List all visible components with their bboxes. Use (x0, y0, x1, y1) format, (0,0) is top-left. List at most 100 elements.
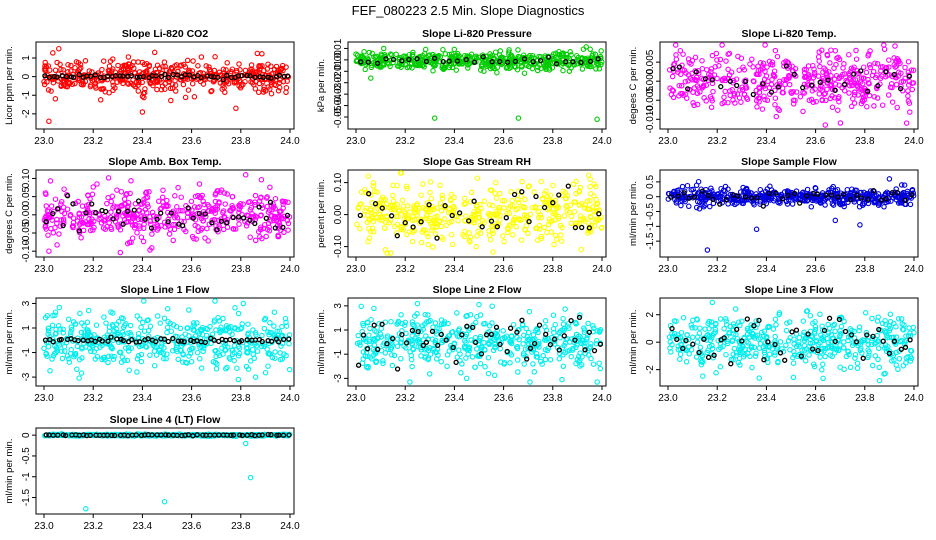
data-point (866, 62, 873, 68)
data-point (593, 183, 599, 190)
reference-point (878, 197, 884, 203)
data-point (697, 325, 703, 331)
data-point (125, 54, 132, 60)
data-point (259, 51, 265, 57)
data-point (481, 68, 487, 74)
x-tick-label: 24.0 (280, 264, 300, 275)
data-point (543, 188, 549, 194)
data-point (874, 61, 881, 67)
data-point (267, 320, 273, 326)
y-tick-label: 1 (21, 325, 32, 331)
data-point (577, 184, 584, 191)
reference-point (383, 56, 389, 62)
reference-point (488, 218, 495, 224)
data-point (185, 87, 192, 93)
reference-point (220, 77, 226, 83)
reference-point (718, 83, 724, 90)
reference-point (131, 207, 137, 213)
x-tick-label: 23.8 (543, 136, 563, 147)
data-point (525, 63, 532, 70)
data-point (683, 95, 690, 101)
data-point (588, 214, 594, 221)
data-point (454, 50, 461, 57)
data-point (733, 76, 740, 82)
data-point (820, 375, 826, 382)
figure-title: FEF_080223 2.5 Min. Slope Diagnostics (352, 3, 585, 18)
data-point (891, 62, 897, 68)
data-point (716, 63, 722, 69)
data-point (186, 307, 192, 313)
data-point (530, 332, 537, 338)
y-tick-label: -0.04 (333, 94, 344, 117)
data-point (516, 199, 522, 206)
data-point (284, 217, 291, 224)
reference-point (252, 74, 258, 81)
reference-point (235, 214, 242, 220)
reference-point (860, 355, 866, 361)
data-point (810, 62, 816, 69)
data-point (841, 87, 848, 94)
reference-point (578, 59, 584, 66)
outlier-point (898, 182, 905, 188)
data-point (542, 318, 549, 324)
y-tick-label: 0 (21, 73, 32, 79)
reference-point (497, 58, 503, 65)
data-point (163, 203, 170, 210)
data-point (726, 72, 733, 78)
data-point (461, 228, 468, 235)
data-point (905, 82, 912, 88)
data-point (79, 344, 85, 351)
data-point (268, 90, 275, 97)
data-point (599, 224, 605, 231)
reference-point (174, 72, 181, 78)
data-point (831, 65, 837, 71)
data-point (473, 243, 479, 250)
data-point (836, 75, 842, 82)
data-point (488, 211, 494, 218)
data-point (797, 93, 804, 100)
data-point (427, 179, 434, 185)
reference-point (423, 339, 430, 345)
data-point (889, 99, 896, 105)
data-point (828, 47, 834, 53)
data-point (430, 60, 436, 67)
data-point (824, 51, 830, 58)
reference-point (710, 196, 716, 203)
data-point (100, 58, 107, 64)
data-point (824, 86, 830, 93)
data-point (723, 58, 729, 64)
data-point (196, 194, 203, 201)
data-point (768, 81, 775, 88)
reference-point (209, 220, 215, 226)
reference-point (909, 192, 915, 198)
data-point (886, 72, 893, 78)
series-points (41, 172, 293, 256)
data-point (847, 364, 854, 371)
data-point (247, 234, 253, 240)
data-point (670, 189, 677, 195)
data-point (170, 237, 176, 244)
x-tick-label: 23.6 (182, 521, 202, 532)
reference-point (135, 198, 142, 204)
y-tick-label: -0.05 (333, 105, 344, 128)
y-tick-label: 0.005 (645, 49, 656, 74)
data-point (595, 62, 602, 68)
data-point (217, 327, 223, 333)
data-point (750, 64, 756, 70)
panel-title: Slope Line 2 Flow (433, 284, 523, 296)
data-point (515, 196, 521, 203)
data-point (753, 87, 760, 94)
data-point (482, 61, 489, 68)
data-point (263, 233, 269, 240)
data-point (688, 346, 695, 353)
reference-point (777, 350, 784, 356)
data-point (906, 100, 913, 106)
reference-point (586, 225, 593, 231)
data-point (507, 55, 513, 62)
data-point (90, 184, 96, 190)
data-point (110, 66, 116, 72)
data-point (534, 237, 541, 244)
reference-point (675, 193, 681, 199)
data-point (506, 65, 512, 72)
